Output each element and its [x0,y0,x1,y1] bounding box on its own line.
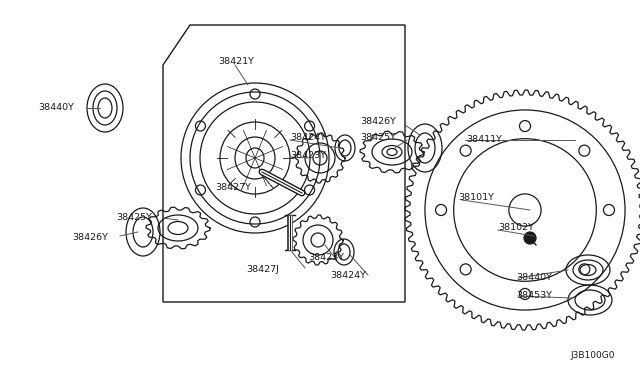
Text: 38426Y: 38426Y [72,232,108,241]
Text: 38421Y: 38421Y [218,58,254,67]
Text: 38440Y: 38440Y [516,273,552,282]
Text: 38425Y: 38425Y [116,214,152,222]
Text: 38427Y: 38427Y [215,183,251,192]
Text: J3B100G0: J3B100G0 [570,351,615,360]
Text: 38440Y: 38440Y [38,103,74,112]
Text: 38426Y: 38426Y [360,118,396,126]
Text: 38427J: 38427J [246,266,279,275]
Circle shape [524,232,536,244]
Text: 38424Y: 38424Y [290,134,326,142]
Text: 38424Y: 38424Y [330,270,366,279]
Text: 38423Y: 38423Y [308,253,344,263]
Text: 38453Y: 38453Y [516,291,552,299]
Text: 38102Y: 38102Y [498,224,534,232]
Text: 38425Y: 38425Y [360,134,396,142]
Text: 38101Y: 38101Y [458,193,494,202]
Text: 38411Y: 38411Y [466,135,502,144]
Text: 38423Y: 38423Y [290,151,326,160]
